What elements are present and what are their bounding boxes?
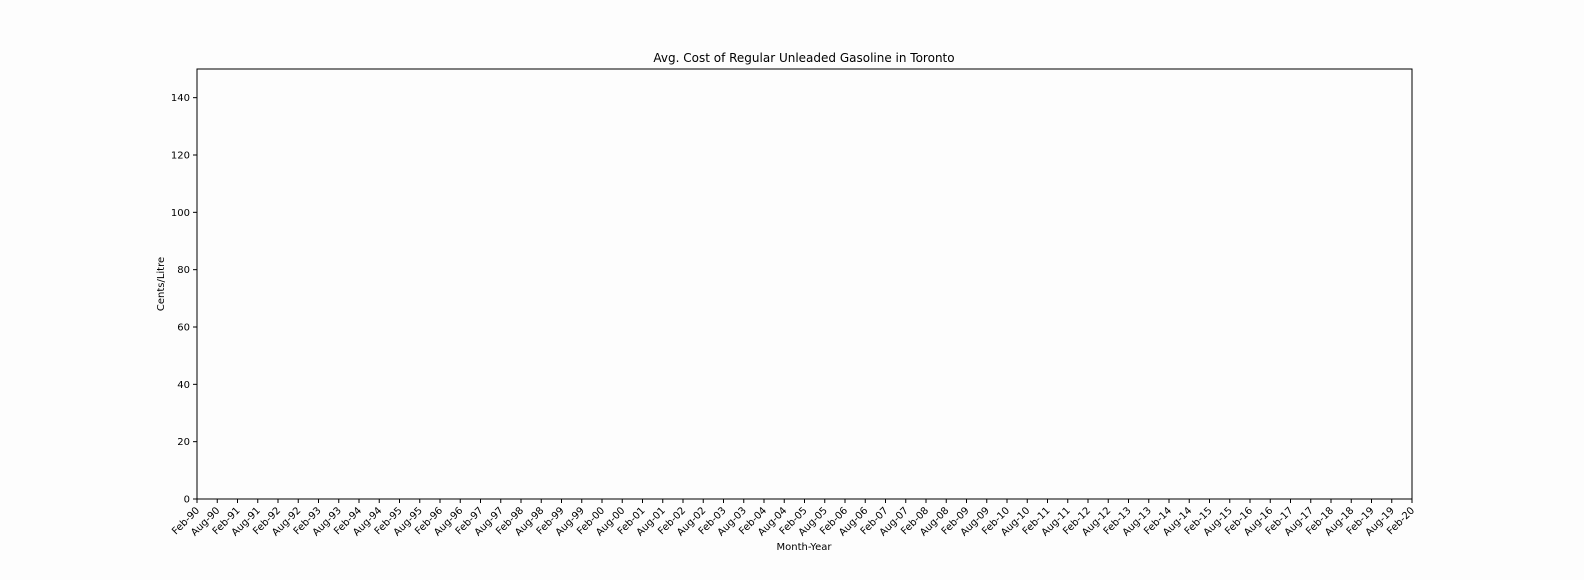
x-axis-ticks: Feb-90Aug-90Feb-91Aug-91Feb-92Aug-92Feb-… (170, 499, 1417, 538)
plot-area (196, 68, 1413, 500)
y-tick-label: 100 (171, 208, 190, 219)
y-tick-label: 120 (171, 151, 190, 162)
y-axis-ticks: 0 20 40 60 80 100 120 140 (171, 93, 197, 506)
y-tick-label: 140 (171, 93, 190, 104)
y-axis-label: Cents/Litre (156, 257, 167, 311)
y-tick-label: 20 (177, 437, 190, 448)
y-tick-label: 60 (177, 323, 190, 334)
y-tick-label: 40 (177, 380, 190, 391)
y-tick-label: 80 (177, 265, 190, 276)
y-tick-label: 0 (184, 495, 190, 506)
x-axis-label: Month-Year (777, 542, 833, 553)
chart-title: Avg. Cost of Regular Unleaded Gasoline i… (653, 51, 954, 65)
